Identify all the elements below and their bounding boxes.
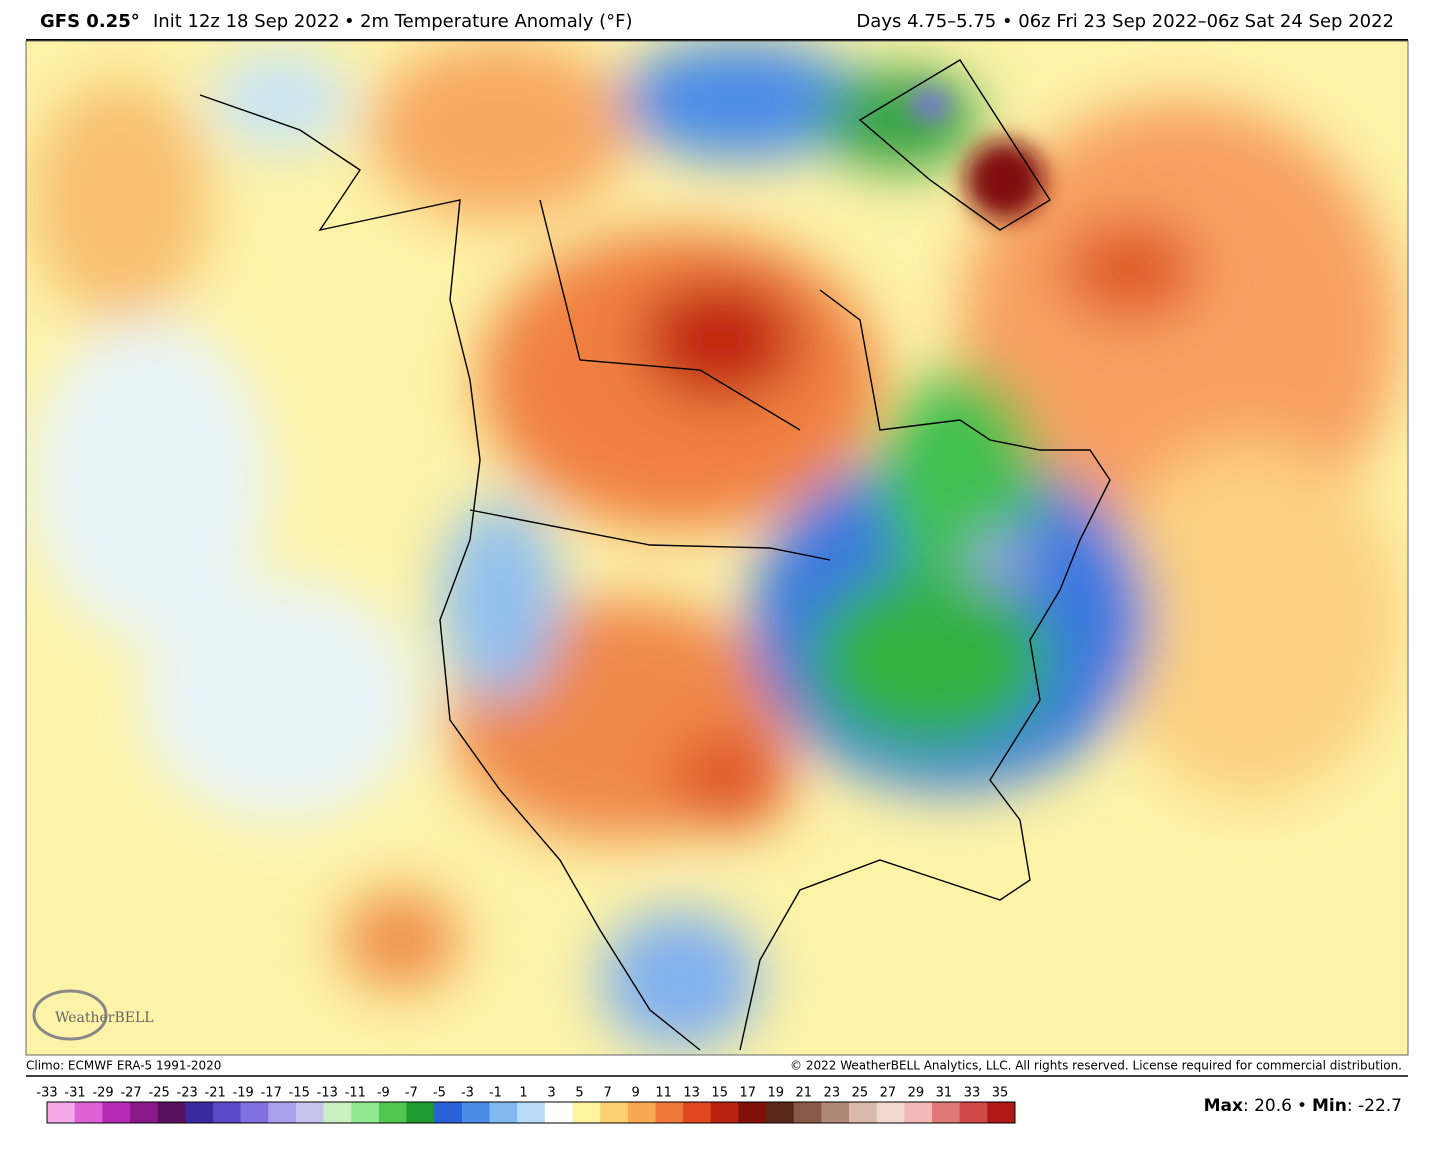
- colorbar-swatch: [185, 1102, 214, 1123]
- colorbar-tick-label: 1: [519, 1086, 527, 1101]
- min-label: Min: [1312, 1096, 1347, 1116]
- colorbar-tick-label: -27: [120, 1086, 141, 1101]
- colorbar-tick-label: -7: [405, 1086, 418, 1101]
- colorbar-swatch: [572, 1102, 601, 1123]
- colorbar-swatch: [268, 1102, 297, 1123]
- colorbar-swatch: [821, 1102, 850, 1123]
- map-frame: [25, 40, 1409, 1056]
- colorbar-tick-label: -3: [461, 1086, 474, 1101]
- colorbar-tick-label: -31: [64, 1086, 85, 1101]
- colorbar-swatch: [489, 1102, 518, 1123]
- colorbar-tick-label: -9: [377, 1086, 390, 1101]
- colorbar-tick-label: 29: [908, 1086, 925, 1101]
- colorbar-tick-label: 27: [880, 1086, 897, 1101]
- colorbar-tick-label: -21: [205, 1086, 226, 1101]
- colorbar-swatch: [351, 1102, 380, 1123]
- colorbar-tick-label: -19: [233, 1086, 254, 1101]
- colorbar-tick-label: 33: [964, 1086, 981, 1101]
- colorbar-swatch: [517, 1102, 546, 1123]
- separator: •: [344, 11, 355, 32]
- colorbar-swatch: [461, 1102, 491, 1123]
- colorbar-tick-label: 17: [739, 1086, 756, 1101]
- colorbar-tick-label: -23: [177, 1086, 198, 1101]
- colorbar-tick-label: -5: [433, 1086, 446, 1101]
- colorbar-swatch: [766, 1102, 795, 1123]
- colorbar-tick-label: -33: [36, 1086, 57, 1101]
- colorbar-tick-label: 19: [767, 1086, 784, 1101]
- colorbar-tick-label: 7: [603, 1086, 611, 1101]
- colorbar-swatch: [655, 1102, 684, 1123]
- colorbar-tick-label: 5: [575, 1086, 583, 1101]
- colorbar-swatch: [793, 1102, 822, 1123]
- model: GFS 0.25°: [40, 11, 140, 32]
- max-value: 20.6: [1254, 1096, 1292, 1116]
- colorbar-tick-label: 21: [796, 1086, 813, 1101]
- colorbar-swatch: [157, 1102, 186, 1123]
- colorbar-swatch: [295, 1102, 325, 1123]
- colorbar-swatch: [876, 1102, 905, 1123]
- extremes: Max: 20.6 • Min: -22.7: [1204, 1096, 1402, 1116]
- colorbar-tick-label: -15: [289, 1086, 310, 1101]
- colorbar-tick-label: -29: [92, 1086, 113, 1101]
- colorbar-frame: [46, 1101, 1016, 1124]
- logo: WeatherBELL: [55, 1010, 154, 1026]
- colorbar-tick-label: -11: [345, 1086, 366, 1101]
- colorbar-swatch: [74, 1102, 103, 1123]
- colorbar-tick-label: 25: [852, 1086, 869, 1101]
- colon: :: [1347, 1096, 1358, 1116]
- colorbar-tick-label: -25: [149, 1086, 170, 1101]
- colorbar-swatch: [959, 1102, 988, 1123]
- colorbar-tick-label: 15: [711, 1086, 728, 1101]
- colorbar-tick-label: 13: [683, 1086, 700, 1101]
- colorbar-swatch: [323, 1102, 352, 1123]
- colorbar-swatch: [738, 1102, 767, 1123]
- colorbar-swatch: [849, 1102, 878, 1123]
- colorbar-tick-label: 9: [631, 1086, 639, 1101]
- colorbar-swatch: [434, 1102, 463, 1123]
- colorbar-swatch: [129, 1102, 159, 1123]
- colorbar-tick-label: 3: [547, 1086, 555, 1101]
- climo-note: Climo: ECMWF ERA-5 1991-2020: [26, 1059, 221, 1073]
- colorbar-tick-label: 11: [655, 1086, 672, 1101]
- colorbar-swatch: [987, 1102, 1016, 1123]
- max-label: Max: [1204, 1096, 1243, 1116]
- colorbar-tick-label: -1: [489, 1086, 502, 1101]
- colorbar-tick-label: 31: [936, 1086, 953, 1101]
- colorbar-swatch: [627, 1102, 656, 1123]
- field: 2m Temperature Anomaly (°F): [360, 11, 633, 32]
- colorbar-swatch: [932, 1102, 961, 1123]
- colorbar-tick-label: 23: [824, 1086, 841, 1101]
- separator: •: [1297, 1096, 1307, 1116]
- colorbar-swatch: [544, 1102, 573, 1123]
- colorbar-swatch: [102, 1102, 131, 1123]
- logo-swirl: [32, 989, 108, 1041]
- colorbar-swatch: [406, 1102, 435, 1123]
- colorbar-swatch: [683, 1102, 712, 1123]
- colorbar-swatch: [600, 1102, 629, 1123]
- colorbar-tick-label: -13: [317, 1086, 338, 1101]
- colon: :: [1243, 1096, 1254, 1116]
- colorbar-tick-label: 35: [992, 1086, 1009, 1101]
- colorbar-swatch: [710, 1102, 739, 1123]
- copyright: © 2022 WeatherBELL Analytics, LLC. All r…: [790, 1059, 1402, 1073]
- init: Init 12z 18 Sep 2022: [153, 11, 340, 32]
- colorbar-swatch: [47, 1102, 76, 1123]
- colorbar-swatch: [240, 1102, 269, 1123]
- colorbar-swatch: [904, 1102, 933, 1123]
- colorbar-tick-label: -17: [261, 1086, 282, 1101]
- valid-time: Days 4.75–5.75 • 06z Fri 23 Sep 2022–06z…: [856, 11, 1394, 32]
- map: [26, 41, 1408, 1055]
- colorbar-swatch: [378, 1102, 408, 1123]
- colorbar-swatch: [212, 1102, 242, 1123]
- min-value: -22.7: [1358, 1096, 1402, 1116]
